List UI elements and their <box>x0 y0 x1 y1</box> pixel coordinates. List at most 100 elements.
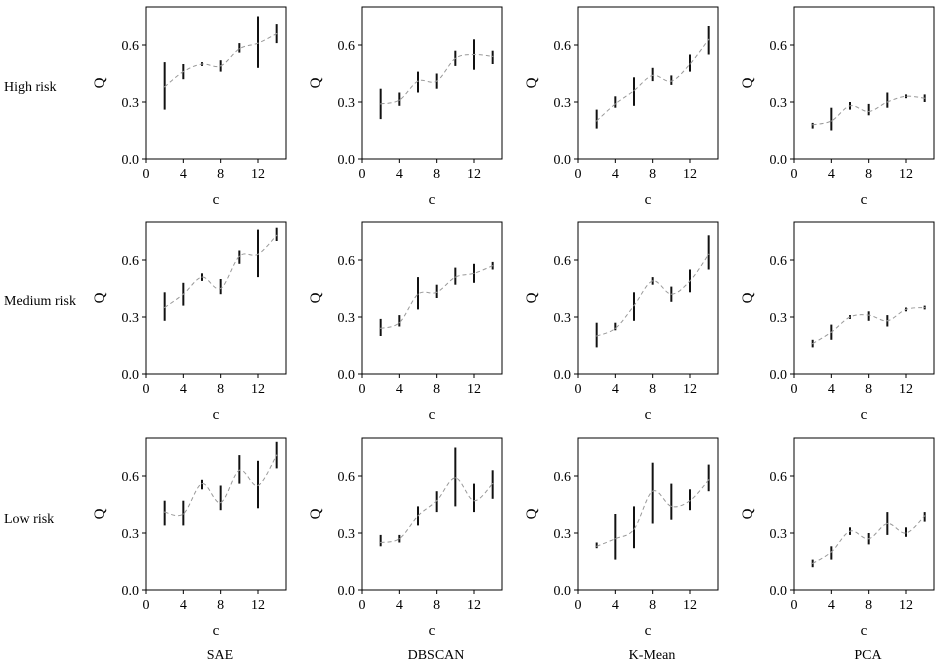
x-tick-label: 0 <box>359 167 366 182</box>
x-axis-label: c <box>645 407 652 423</box>
data-point <box>398 322 400 324</box>
x-tick-label: 12 <box>899 382 913 397</box>
x-axis-label: c <box>645 192 652 208</box>
row-label-medium-risk: Medium risk <box>4 294 76 309</box>
data-point <box>596 335 598 337</box>
x-tick-label: 0 <box>359 598 366 613</box>
plot-frame <box>577 6 719 160</box>
x-tick-label: 8 <box>217 598 224 613</box>
plot-frame <box>145 6 287 160</box>
x-tick-label: 4 <box>612 382 619 397</box>
data-point <box>633 528 635 530</box>
data-point <box>886 101 888 103</box>
y-axis-label: Q <box>92 508 108 519</box>
data-point <box>436 500 438 502</box>
y-tick-label: 0.6 <box>770 39 788 54</box>
y-tick-label: 0.0 <box>554 368 572 383</box>
x-tick-label: 4 <box>396 382 403 397</box>
data-point <box>201 63 203 65</box>
data-point <box>398 99 400 101</box>
plot-frame <box>577 221 719 375</box>
y-axis-label: Q <box>92 292 108 303</box>
plot-frame <box>793 437 935 591</box>
x-axis-label: c <box>861 192 868 208</box>
data-point <box>924 515 926 517</box>
data-point <box>454 276 456 278</box>
x-tick-label: 12 <box>899 598 913 613</box>
x-axis-label: c <box>213 407 220 423</box>
y-axis-label: Q <box>308 292 324 303</box>
panel-2-3: 0.0 0.3 0.6 0 4 8 12 c Q <box>740 437 935 639</box>
y-axis-label: Q <box>92 77 108 88</box>
mean-line <box>596 254 710 337</box>
y-axis-label: Q <box>524 508 540 519</box>
x-tick-label: 8 <box>649 382 656 397</box>
x-tick-label: 4 <box>396 598 403 613</box>
data-point <box>220 287 222 290</box>
panel-0-2: 0.0 0.3 0.6 0 4 8 12 c Q <box>524 6 719 208</box>
x-axis-label: c <box>861 407 868 423</box>
y-tick-label: 0.3 <box>122 527 140 542</box>
data-point <box>454 477 456 479</box>
data-point <box>886 320 888 322</box>
data-point <box>670 505 672 507</box>
data-point <box>164 306 166 309</box>
x-tick-label: 4 <box>180 167 187 182</box>
x-tick-label: 8 <box>217 167 224 182</box>
y-tick-label: 0.3 <box>338 311 356 326</box>
data-point <box>849 530 851 532</box>
y-tick-label: 0.6 <box>338 254 356 269</box>
panel-1-3: 0.0 0.3 0.6 0 4 8 12 c Q <box>740 221 935 423</box>
data-point <box>670 293 672 295</box>
data-point <box>257 42 259 44</box>
data-point <box>830 551 832 553</box>
data-point <box>182 513 184 515</box>
x-tick-label: 8 <box>433 598 440 613</box>
data-point <box>830 120 832 122</box>
x-tick-label: 12 <box>683 167 697 182</box>
y-axis-label: Q <box>740 292 756 303</box>
x-tick-label: 4 <box>828 598 835 613</box>
data-point <box>201 483 203 485</box>
x-tick-label: 12 <box>467 598 481 613</box>
plot-frame <box>793 221 935 375</box>
x-tick-label: 12 <box>251 382 265 397</box>
data-point <box>436 291 438 293</box>
data-point <box>220 502 222 504</box>
data-point <box>238 255 240 257</box>
data-point <box>905 532 907 534</box>
data-point <box>182 71 184 73</box>
x-axis-label: c <box>645 623 652 639</box>
data-point <box>238 48 240 50</box>
x-axis-label: c <box>429 407 436 423</box>
x-axis-label: c <box>213 623 220 639</box>
data-point <box>708 38 710 40</box>
y-tick-label: 0.6 <box>122 470 140 485</box>
y-axis-label: Q <box>308 77 324 88</box>
data-point <box>436 80 438 82</box>
x-tick-label: 12 <box>899 167 913 182</box>
x-axis-label: c <box>429 623 436 639</box>
y-tick-label: 0.3 <box>122 96 140 111</box>
data-point <box>492 55 494 58</box>
y-tick-label: 0.3 <box>770 96 788 111</box>
plot-frame <box>361 6 503 160</box>
y-tick-label: 0.3 <box>770 527 788 542</box>
data-point <box>220 65 222 67</box>
panel-2-2: 0.0 0.3 0.6 0 4 8 12 c Q <box>524 437 719 639</box>
plot-frame <box>577 437 719 591</box>
x-tick-label: 12 <box>251 598 265 613</box>
data-point <box>924 306 926 309</box>
data-point <box>276 33 278 35</box>
data-point <box>182 293 184 295</box>
data-point <box>868 314 870 316</box>
mean-line <box>164 234 278 308</box>
x-tick-label: 0 <box>575 167 582 182</box>
x-tick-label: 8 <box>433 167 440 182</box>
data-point <box>905 95 907 97</box>
data-point <box>417 80 419 82</box>
data-point <box>473 53 475 56</box>
data-point <box>276 454 278 456</box>
data-point <box>812 343 814 345</box>
